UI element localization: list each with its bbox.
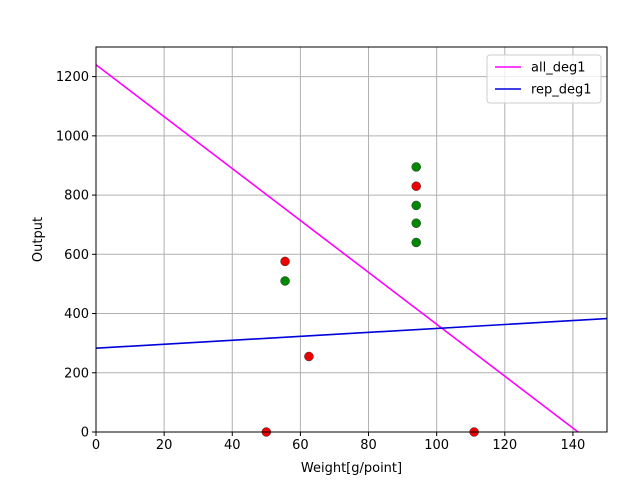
data-point (304, 351, 314, 362)
data-point (411, 200, 421, 211)
legend-label-rep_deg1: rep_deg1 (531, 83, 592, 98)
data-point (280, 276, 290, 286)
series-line-rep_deg1 (96, 317, 607, 349)
x-tick-label: 0 (92, 438, 100, 453)
data-point (280, 256, 290, 267)
x-tick-label: 40 (224, 438, 241, 453)
plot-frame (95, 46, 608, 433)
y-tick-label: 0 (81, 426, 89, 441)
y-tick-label: 1200 (56, 70, 89, 85)
x-tick-label: 100 (424, 438, 449, 453)
ticks: 0 20 40 60 80 100 120 140 0 200 400 600 800 1000 1200 (56, 70, 585, 453)
data-point (411, 237, 421, 248)
y-axis-label: Output (31, 217, 46, 262)
legend-label-all_deg1: all_deg1 (531, 61, 585, 76)
grid (95, 47, 607, 433)
y-tick-label: 1000 (56, 129, 89, 144)
y-tick-label: 600 (64, 248, 89, 263)
x-tick-label: 80 (360, 438, 377, 453)
x-tick-label: 20 (156, 438, 173, 453)
scatter-points (261, 162, 479, 437)
x-axis-label: Weight[g/point] (301, 461, 402, 476)
x-tick-label: 140 (561, 438, 586, 453)
x-tick-label: 60 (292, 438, 309, 453)
legend: all_deg1 rep_deg1 (486, 54, 602, 104)
x-tick-label: 120 (492, 438, 517, 453)
data-point (411, 218, 421, 228)
data-point (411, 181, 421, 191)
y-tick-label: 800 (64, 189, 89, 204)
y-tick-label: 400 (64, 307, 89, 322)
series-lines (96, 64, 607, 432)
data-point (411, 162, 421, 172)
series-line-all_deg1 (96, 64, 579, 432)
y-tick-label: 200 (64, 366, 89, 381)
